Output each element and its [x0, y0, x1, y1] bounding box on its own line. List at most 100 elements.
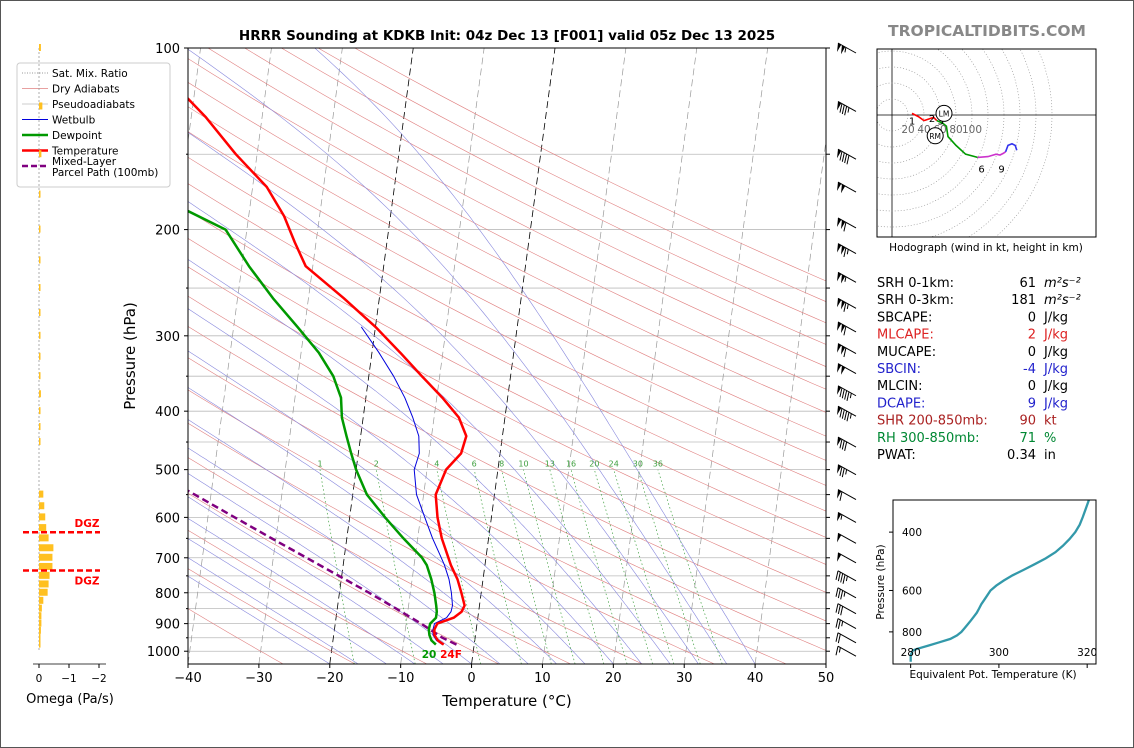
barb-staff	[837, 42, 857, 54]
dgz-label: DGZ	[75, 518, 100, 530]
wind-barb	[837, 42, 857, 55]
profile-temperature	[188, 96, 468, 646]
wind-barb	[837, 148, 857, 165]
omega-bar	[39, 633, 41, 641]
hodo-height-label: 2	[929, 114, 935, 125]
omega-bar	[39, 562, 53, 570]
legend-label: Pseudoadiabats	[52, 99, 135, 111]
dry-adiabat	[188, 295, 826, 622]
wind-barb	[837, 217, 857, 232]
hodograph-content	[877, 49, 1096, 237]
storm-motion-marker	[935, 104, 953, 122]
mixing-ratio-label: 20	[589, 460, 599, 469]
y-tick-label: 500	[155, 464, 180, 479]
mixing-ratio-line	[523, 469, 576, 664]
barb-full	[846, 155, 850, 165]
barb-staff	[837, 552, 857, 564]
barb-flag	[840, 220, 846, 230]
legend-label: Sat. Mix. Ratio	[52, 68, 128, 80]
barb-full	[839, 408, 843, 418]
stat-label: DCAPE:	[877, 396, 925, 411]
storm-motion-marker	[926, 127, 944, 145]
hodo-segment	[1004, 142, 1018, 153]
barb-flag	[837, 363, 842, 373]
barb-full	[841, 389, 845, 399]
stat-label: MUCAPE:	[877, 345, 936, 360]
barb-staff	[837, 243, 857, 254]
mixing-ratio-label: 8	[499, 460, 504, 469]
barb-flag	[840, 274, 846, 284]
omega-bar	[39, 390, 41, 398]
barb-full	[840, 606, 844, 616]
stat-value: -4	[1023, 362, 1036, 377]
barb-full	[841, 152, 845, 162]
dgz-label: DGZ	[75, 576, 100, 588]
omega-bar	[39, 619, 42, 627]
mixing-ratio-line	[657, 469, 723, 664]
stat-unit: J/kg	[1043, 362, 1068, 377]
x-tick-label: −30	[245, 671, 272, 686]
barb-full	[839, 387, 843, 398]
barb-flag	[837, 533, 842, 543]
barb-full	[837, 588, 841, 599]
dry-adiabat	[188, 81, 826, 413]
omega-bar	[39, 640, 41, 648]
barb-half	[847, 107, 850, 113]
barb-full	[844, 390, 848, 400]
barb-flag	[837, 552, 842, 562]
stat-value: 0	[1028, 345, 1036, 360]
dry-adiabat	[207, 48, 826, 367]
moist-adiabat	[188, 350, 586, 664]
mixing-ratio-line	[319, 469, 355, 664]
x-tick-label: 0	[467, 671, 475, 686]
stat-label: PWAT:	[877, 448, 916, 463]
stat-unit: J/kg	[1043, 310, 1068, 325]
barb-staff	[837, 587, 857, 599]
moist-adiabat	[188, 308, 614, 664]
dry-adiabat	[188, 106, 826, 437]
moist-adiabat	[188, 259, 642, 664]
stat-value: 61	[1019, 276, 1036, 291]
barb-flag	[840, 324, 846, 334]
stat-unit: J/kg	[1043, 396, 1068, 411]
wind-barb	[837, 385, 857, 401]
barb-flag	[837, 182, 842, 192]
hodo-ring	[967, 49, 1037, 237]
barb-flag	[837, 43, 842, 52]
hodo-ring	[877, 49, 973, 196]
isotherm	[329, 48, 414, 664]
barb-full	[844, 410, 848, 421]
stat-value: 9	[1028, 396, 1036, 411]
wind-barb	[837, 243, 857, 258]
barb-full	[843, 326, 847, 336]
barb-full	[842, 574, 846, 584]
theta-y-tick-label: 600	[902, 585, 922, 597]
y-tick-label: 800	[155, 587, 180, 602]
stats-panel: SRH 0-1km: 61 m²s⁻² SRH 0-3km: 181 m²s⁻² SBCAP…	[877, 276, 1081, 463]
isotherm	[471, 48, 556, 664]
stat-label: RH 300-850mb:	[877, 431, 980, 446]
omega-bar	[39, 372, 41, 380]
x-tick-label: 40	[747, 671, 764, 686]
moist-adiabat	[188, 201, 671, 664]
barb-flag	[837, 298, 842, 308]
legend-label: Mixed-Layer	[52, 156, 117, 168]
wind-barb	[837, 532, 857, 544]
barb-full	[837, 633, 841, 644]
barb-half	[843, 591, 846, 597]
legend-label: Dewpoint	[52, 130, 102, 142]
wind-barb	[835, 570, 857, 584]
mixing-ratio-line	[375, 469, 416, 664]
theta-e-ylabel: Pressure (hPa)	[875, 544, 887, 619]
theta-y-tick-label: 800	[902, 627, 922, 639]
watermark: TROPICALTIDBITS.COM	[888, 22, 1086, 40]
x-tick-label: −20	[316, 671, 343, 686]
moist-adiabat	[188, 518, 415, 664]
mixing-ratio-line	[549, 469, 605, 664]
wind-barb	[835, 603, 857, 616]
mixing-ratio-line	[594, 469, 653, 664]
y-tick-label: 200	[155, 224, 180, 239]
skewt-profiles	[188, 96, 468, 646]
barb-full	[835, 646, 839, 656]
omega-bar	[39, 423, 41, 431]
